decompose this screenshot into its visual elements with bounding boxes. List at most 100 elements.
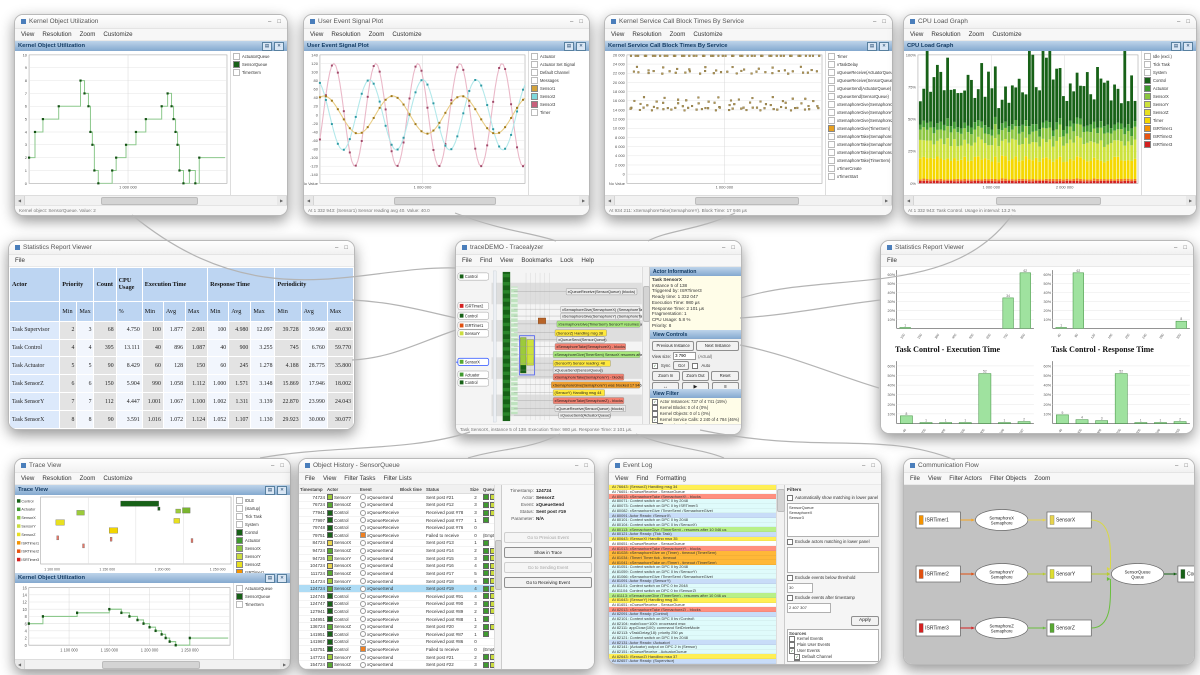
menu-item-view[interactable]: View: [21, 31, 35, 38]
close-button[interactable]: □: [871, 462, 875, 469]
titlebar[interactable]: Trace View – □: [15, 459, 290, 473]
menu-item-find[interactable]: Find: [636, 475, 649, 482]
source-item[interactable]: ✓Messages: [789, 660, 877, 661]
titlebar[interactable]: User Event Signal Plot – □: [304, 15, 589, 29]
menu-item-resolution[interactable]: Resolution: [42, 31, 72, 38]
pane-close-icon[interactable]: ✕: [277, 485, 287, 495]
horizontal-scrollbar[interactable]: ◀ ▶: [15, 195, 287, 205]
dock-icon[interactable]: ▤: [265, 573, 275, 583]
log-row[interactable]: At 80651: xQueueReceive - SensorQueue: [609, 541, 776, 547]
log-row[interactable]: At 82101: Context switch on DPC 0 by (Co…: [609, 616, 776, 622]
timestamp-filter-checkbox[interactable]: [787, 595, 793, 601]
scrollbar-track[interactable]: [25, 660, 280, 669]
log-row[interactable]: At 76651: xQueueReceive - SensorQueue: [609, 489, 776, 495]
view-filter-item[interactable]: Kernel Blocks: 0 of 4 (0%): [651, 405, 739, 411]
source-item[interactable]: ✓ User Events: [789, 648, 877, 654]
legend-item[interactable]: vTaskDelay: [828, 61, 890, 68]
legend-item[interactable]: SensorX: [1144, 93, 1194, 100]
log-row[interactable]: At 81091: Actor Ready: (SensorY): [609, 579, 776, 584]
legend-item[interactable]: ISRTimer2: [1144, 133, 1194, 140]
event-label[interactable]: [551, 381, 641, 389]
table-row[interactable]: 124747 Control xQueueReceive Received post …: [299, 600, 494, 609]
log-row[interactable]: At 80113: xSemaphoreGive (TimerSem) - re…: [609, 527, 776, 533]
scroll-left-arrow[interactable]: ◀: [15, 196, 25, 205]
legend-item[interactable]: xQueueSend(SensorQueue): [828, 93, 890, 100]
table-row[interactable]: 76724 SensorZ xQueueSend Sent post #12 3: [299, 501, 494, 510]
task-label[interactable]: [457, 370, 489, 379]
scrollbar-thumb[interactable]: [101, 661, 201, 669]
pane-close-icon[interactable]: ✕: [1183, 41, 1193, 51]
menu-item-zoom[interactable]: Zoom: [1034, 475, 1051, 482]
menu-item-view[interactable]: View: [500, 257, 514, 264]
column-header[interactable]: Event: [360, 486, 372, 492]
event-label[interactable]: [554, 329, 607, 337]
menu-item-formatting[interactable]: Formatting: [656, 475, 686, 482]
menu-item-file[interactable]: File: [15, 257, 25, 264]
menu-item-file[interactable]: File: [305, 475, 315, 482]
threshold-filter-checkbox[interactable]: [787, 575, 793, 581]
threshold-input[interactable]: 30: [787, 583, 813, 593]
menu-item-resolution[interactable]: Resolution: [931, 31, 961, 38]
gantt-block[interactable]: [182, 507, 191, 514]
task-label[interactable]: [457, 272, 489, 281]
timestamp-input[interactable]: 2 407 307: [787, 603, 831, 613]
close-button[interactable]: □: [882, 18, 886, 25]
legend-item[interactable]: Actuator: [236, 537, 288, 544]
source-checkbox[interactable]: ✓: [789, 648, 795, 654]
legend-item[interactable]: Control: [236, 529, 288, 536]
menu-item-file[interactable]: File: [910, 475, 920, 482]
log-row[interactable]: At 80071: Context switch on DPC 0 by 204…: [609, 499, 776, 504]
legend-item[interactable]: Actuator: [531, 53, 587, 60]
menu-item-view[interactable]: View: [615, 475, 629, 482]
legend-item[interactable]: xQueueReceive(ActuatorQueue): [828, 69, 892, 76]
pane-close-icon[interactable]: ✕: [274, 41, 284, 51]
menu-item-customize[interactable]: Customize: [693, 31, 723, 38]
menu-item-view[interactable]: View: [927, 475, 942, 482]
close-button[interactable]: □: [579, 18, 583, 25]
menu-item-filter-actors[interactable]: Filter Actors: [949, 475, 982, 482]
menu-item-view[interactable]: View: [611, 31, 625, 38]
minimize-button[interactable]: –: [575, 462, 579, 469]
minimize-button[interactable]: –: [1177, 18, 1181, 25]
legend-item[interactable]: (startup): [236, 505, 288, 512]
close-button[interactable]: □: [280, 462, 284, 469]
gantt-trace-chart[interactable]: Control Actuator SensorX SensorY SensorZ ISRT…: [15, 495, 233, 573]
scroll-right-arrow[interactable]: ▶: [882, 196, 892, 205]
gantt-block[interactable]: [175, 508, 181, 514]
table-row[interactable]: 124745 Control xQueueReceive Received post …: [299, 593, 494, 601]
pane-close-icon[interactable]: ✕: [576, 41, 586, 51]
menu-item-resolution[interactable]: Resolution: [42, 475, 72, 482]
filter-checkbox[interactable]: [651, 405, 658, 411]
log-row[interactable]: At 82111: appClose(100): command SetDriv…: [609, 626, 776, 631]
table-row[interactable]: 147724 SensorY xQueueSend Sent post #21 2: [299, 654, 494, 662]
table-row[interactable]: 127941 Control xQueueReceive Received post …: [299, 608, 494, 616]
menu-item-filter-tasks[interactable]: Filter Tasks: [344, 475, 376, 482]
titlebar[interactable]: CPU Load Graph – □: [904, 15, 1196, 29]
log-row[interactable]: At 80104: Context switch on DPC 0 by (Se…: [609, 522, 776, 528]
gantt-block[interactable]: [55, 519, 65, 526]
legend-item[interactable]: Sensor2: [531, 93, 587, 100]
legend-item[interactable]: TimerSem: [236, 601, 288, 608]
source-checkbox[interactable]: [789, 636, 795, 642]
zoom-in-button[interactable]: Zoom In: [651, 371, 680, 381]
titlebar[interactable]: Object History - SensorQueue – □: [299, 459, 594, 473]
menu-item-file[interactable]: File: [462, 257, 472, 264]
view-filter-item[interactable]: Kernel Objects: 0 of 1 (0%): [651, 411, 739, 417]
scrollbar-thumb[interactable]: [777, 488, 785, 513]
table-row[interactable]: 154724 SensorZ xQueueSend Sent post #22 3: [299, 661, 494, 669]
exclude-matching-checkbox[interactable]: [787, 539, 793, 545]
log-row[interactable]: At 81041: xSemaphoreTake on (Timer) - ti…: [609, 560, 776, 565]
table-row[interactable]: 79751 Control xQueueReceive Failed to recei…: [299, 532, 494, 540]
close-button[interactable]: □: [731, 244, 735, 251]
log-row[interactable]: At 82131: Actor Ready: (Actuator): [609, 640, 776, 645]
event-label[interactable]: [566, 288, 638, 296]
legend-item[interactable]: Actuator Set Signal: [531, 61, 587, 68]
gantt-block[interactable]: [157, 506, 161, 511]
scroll-right-arrow[interactable]: ▶: [280, 660, 290, 669]
scrollbar-thumb[interactable]: [995, 197, 1101, 205]
column-header[interactable]: Status: [426, 486, 440, 492]
dock-icon[interactable]: ▤: [1171, 41, 1181, 51]
node-semaphorez[interactable]: [975, 617, 1029, 639]
log-row[interactable]: At 82643: (SensorZ) Handling msg 37: [609, 654, 776, 660]
log-row[interactable]: At 82141: (Actuator) output on DPC 2 in …: [609, 644, 776, 650]
